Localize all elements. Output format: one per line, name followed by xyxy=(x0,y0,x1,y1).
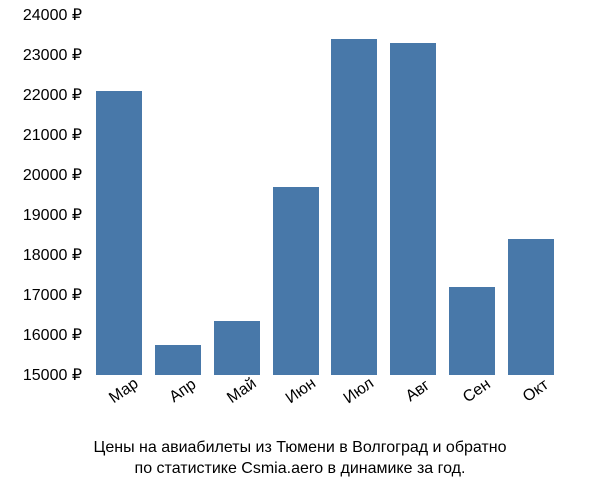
y-tick-label: 18000 ₽ xyxy=(23,245,82,265)
bar xyxy=(331,39,377,375)
y-tick-label: 19000 ₽ xyxy=(23,205,82,225)
caption-line-2: по статистике Csmia.aero в динамике за г… xyxy=(0,459,600,480)
chart-caption: Цены на авиабилеты из Тюмени в Волгоград… xyxy=(0,438,600,480)
y-tick-label: 15000 ₽ xyxy=(23,365,82,385)
x-tick-label: Окт xyxy=(520,376,552,406)
y-tick-label: 24000 ₽ xyxy=(23,5,82,25)
bar xyxy=(390,43,436,375)
y-tick-label: 22000 ₽ xyxy=(23,85,82,105)
x-axis: МарАпрМайИюнИюлАвгСенОкт xyxy=(90,380,560,430)
x-tick-label: Июн xyxy=(282,375,319,408)
x-tick-label: Июл xyxy=(341,375,378,408)
x-tick-label: Апр xyxy=(167,376,200,407)
y-tick-label: 20000 ₽ xyxy=(23,165,82,185)
y-tick-label: 23000 ₽ xyxy=(23,45,82,65)
y-tick-label: 17000 ₽ xyxy=(23,285,82,305)
y-tick-label: 21000 ₽ xyxy=(23,125,82,145)
caption-line-1: Цены на авиабилеты из Тюмени в Волгоград… xyxy=(0,438,600,459)
x-tick-label: Авг xyxy=(403,377,434,406)
bar xyxy=(508,239,554,375)
bar xyxy=(96,91,142,375)
y-axis: 15000 ₽16000 ₽17000 ₽18000 ₽19000 ₽20000… xyxy=(0,15,90,375)
price-bar-chart: 15000 ₽ 16000 ₽ 17000 ₽ 18000 ₽ 19000 ₽ 20000… xyxy=(0,0,600,500)
bars-container xyxy=(90,15,560,375)
x-tick-label: Май xyxy=(224,375,260,408)
y-tick-label: 16000 ₽ xyxy=(23,325,82,345)
x-tick-label: Мар xyxy=(107,375,143,408)
plot-area xyxy=(90,15,560,375)
bar xyxy=(155,345,201,375)
bar xyxy=(214,321,260,375)
bar xyxy=(273,187,319,375)
x-tick-label: Сен xyxy=(460,376,494,408)
bar xyxy=(449,287,495,375)
